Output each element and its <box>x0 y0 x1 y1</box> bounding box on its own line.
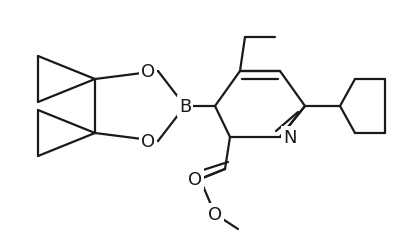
Text: N: N <box>283 129 297 146</box>
Text: B: B <box>179 98 191 115</box>
Text: O: O <box>208 205 222 223</box>
Text: O: O <box>188 170 202 188</box>
Text: O: O <box>141 133 155 150</box>
Text: O: O <box>141 63 155 81</box>
